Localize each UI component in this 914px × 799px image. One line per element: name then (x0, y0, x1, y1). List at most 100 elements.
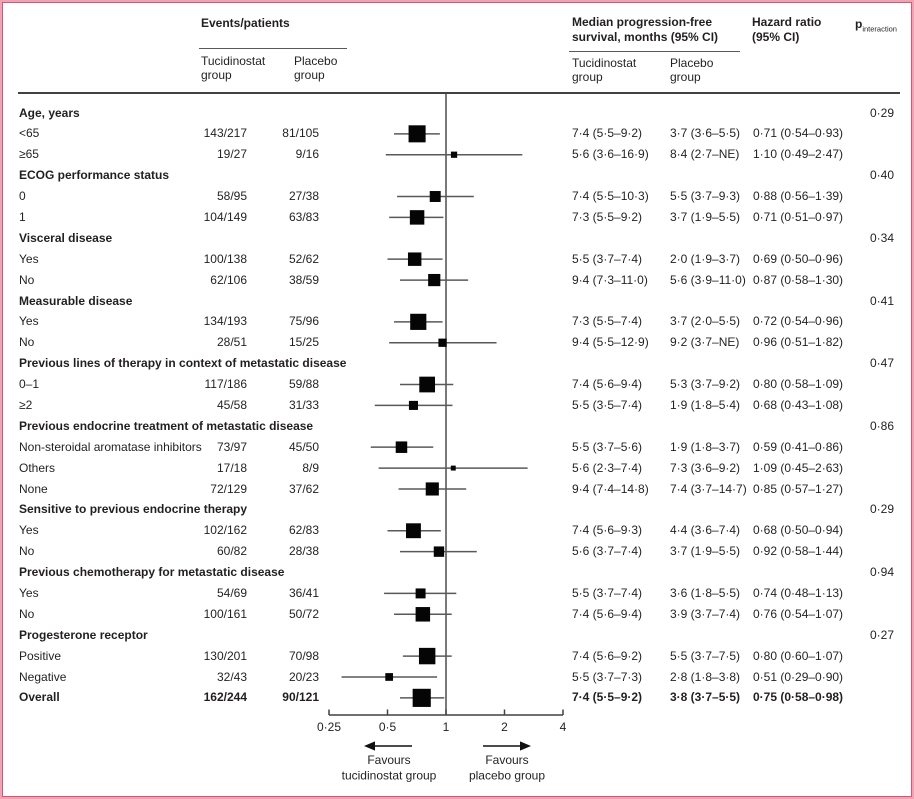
pfs-tucidinostat-value: 5·6 (3·6–16·9) (572, 147, 649, 162)
pfs-tucidinostat-value: 7·4 (5·6–9·2) (572, 648, 643, 663)
hazard-ratio-marker (407, 252, 422, 266)
pfs-tucidinostat-value: 7·4 (5·6–9·3) (572, 523, 643, 538)
pfs-tucidinostat-value: 7·3 (5·5–7·4) (572, 314, 643, 329)
row-label: 0–1 (19, 377, 40, 392)
pfs-tucidinostat-value: 5·5 (3·7–7·4) (572, 251, 643, 266)
hazard-ratio-marker (415, 588, 426, 599)
hazard-ratio-value: 0·51 (0·29–0·90) (753, 669, 844, 684)
pfs-tucidinostat-value: 5·6 (2·3–7·4) (572, 460, 643, 475)
hazard-ratio-value: 0·80 (0·58–1·09) (753, 377, 844, 392)
pfs-placebo-value: 5·5 (3·7–9·3) (670, 189, 741, 204)
events-tucidinostat-value: 100/138 (203, 251, 247, 266)
hazard-ratio-value: 0·87 (0·58–1·30) (753, 272, 844, 287)
p-interaction-value: 0·41 (869, 293, 894, 308)
pfs-tucidinostat-value: 7·4 (5·5–10·3) (572, 189, 649, 204)
pfs-tucidinostat-value: 7·4 (5·6–9·4) (572, 606, 643, 621)
hazard-ratio-value: 0·72 (0·54–0·96) (753, 314, 844, 329)
table-row: No 100/161 50/72 7·4 (5·6–9·4) 3·9 (3·7–7·4)… (2, 604, 912, 625)
pfs-subheader-tucidinostat: Tucidinostat group (572, 56, 637, 84)
x-axis-tick-label: 2 (501, 720, 508, 734)
row-label: No (19, 606, 35, 621)
row-label: No (19, 272, 35, 287)
events-placebo-value: 9/16 (295, 147, 319, 162)
table-row: None 72/129 37/62 9·4 (7·4–14·8) 7·4 (3·7–14… (2, 479, 912, 500)
table-row: Negative 32/43 20/23 5·5 (3·7–7·3) 2·8 (1·8–… (2, 667, 912, 688)
events-header-rule (199, 48, 347, 50)
hazard-ratio-value: 0·76 (0·54–1·07) (753, 606, 844, 621)
hazard-ratio-value: 0·96 (0·51–1·82) (753, 335, 844, 350)
table-row: Yes 102/162 62/83 7·4 (5·6–9·3) 4·4 (3·6–7·4… (2, 520, 912, 541)
table-row: No 62/106 38/59 9·4 (7·3–11·0) 5·6 (3·9–11·0… (2, 270, 912, 291)
pfs-tucidinostat-value: 9·4 (7·4–14·8) (572, 481, 649, 496)
row-label: Yes (19, 585, 39, 600)
row-label: Previous endocrine treatment of metastat… (19, 418, 314, 433)
events-tucidinostat-value: 28/51 (216, 335, 247, 350)
hazard-ratio-marker (406, 523, 421, 539)
events-placebo-value: 63/83 (288, 209, 319, 224)
favours-placebo-label: placebo group (469, 769, 545, 783)
hazard-ratio-value: 0·68 (0·50–0·94) (753, 523, 844, 538)
hazard-ratio-marker (433, 546, 445, 557)
events-tucidinostat-value: 32/43 (216, 669, 247, 684)
subgroup-header-row: Progesterone receptor 0·27 (2, 625, 912, 646)
hazard-ratio-marker (395, 441, 408, 453)
pfs-subheader-placebo: Placebo group (670, 56, 714, 84)
table-row: Yes 100/138 52/62 5·5 (3·7–7·4) 2·0 (1·9–3·7… (2, 249, 912, 270)
subgroup-header-row: Age, years 0·29 (2, 103, 912, 124)
events-tucidinostat-value: 58/95 (216, 189, 247, 204)
events-tucidinostat-value: 45/58 (216, 397, 247, 412)
events-tucidinostat-value: 162/244 (203, 690, 247, 705)
events-subheader-tucidinostat: Tucidinostat group (201, 54, 266, 82)
hazard-ratio-marker (415, 607, 431, 622)
table-row: 1 104/149 63/83 7·3 (5·5–9·2) 3·7 (1·9–5·5) 0… (2, 207, 912, 228)
events-placebo-value: 20/23 (288, 669, 319, 684)
hazard-ratio-marker (409, 210, 425, 225)
pfs-tucidinostat-value: 9·4 (7·3–11·0) (572, 272, 648, 287)
row-label: Previous chemotherapy for metastatic dis… (19, 565, 285, 580)
row-label: Measurable disease (19, 293, 133, 308)
events-tucidinostat-value: 72/129 (210, 481, 247, 496)
row-label: Non-steroidal aromatase inhibitors (19, 439, 202, 454)
table-row: No 60/82 28/38 5·6 (3·7–7·4) 3·7 (1·9–5·5) 0·… (2, 541, 912, 562)
events-placebo-value: 50/72 (288, 606, 319, 621)
x-axis-tick-label: 1 (443, 720, 450, 734)
pfs-placebo-value: 7·4 (3·7–14·7) (670, 481, 747, 496)
events-tucidinostat-value: 134/193 (203, 314, 247, 329)
row-label: ECOG performance status (19, 168, 170, 183)
hazard-ratio-marker (425, 482, 439, 496)
events-tucidinostat-value: 100/161 (203, 606, 247, 621)
hazard-ratio-value: 0·68 (0·43–1·08) (753, 397, 844, 412)
events-tucidinostat-value: 17/18 (216, 460, 247, 475)
pfs-tucidinostat-value: 7·3 (5·5–9·2) (572, 209, 643, 224)
pfs-tucidinostat-value: 5·6 (3·7–7·4) (572, 544, 643, 559)
hazard-ratio-marker (412, 688, 431, 707)
events-tucidinostat-value: 19/27 (216, 147, 247, 162)
pfs-placebo-value: 8·4 (2·7–NE) (670, 147, 740, 162)
table-row: Yes 54/69 36/41 5·5 (3·7–7·4) 3·6 (1·8–5·5) 0… (2, 583, 912, 604)
pfs-placebo-value: 5·5 (3·7–7·5) (670, 648, 741, 663)
pfs-tucidinostat-value: 7·4 (5·6–9·4) (572, 377, 643, 392)
p-interaction-value: 0·86 (869, 418, 894, 433)
pfs-placebo-value: 1·9 (1·8–5·4) (670, 397, 741, 412)
row-label: Age, years (19, 105, 80, 120)
favours-placebo-label: Favours (485, 753, 528, 767)
events-placebo-value: 38/59 (288, 272, 319, 287)
row-label: <65 (19, 126, 40, 141)
pfs-placebo-value: 3·9 (3·7–7·4) (670, 606, 741, 621)
pfs-placebo-value: 3·7 (3·6–5·5) (670, 126, 741, 141)
row-label: Yes (19, 251, 39, 266)
events-placebo-value: 62/83 (288, 523, 319, 538)
events-placebo-value: 75/96 (288, 314, 319, 329)
pfs-header-rule (569, 51, 740, 53)
hazard-ratio-marker (418, 647, 436, 665)
events-placebo-value: 81/105 (282, 126, 319, 141)
p-interaction-value: 0·47 (869, 356, 894, 371)
pfs-tucidinostat-value: 5·5 (3·7–5·6) (572, 439, 643, 454)
hazard-ratio-value: 0·88 (0·56–1·39) (753, 189, 844, 204)
row-label: Positive (19, 648, 62, 663)
events-column-title: Events/patients (201, 16, 290, 30)
row-label: 1 (19, 209, 26, 224)
row-label: None (19, 481, 48, 496)
